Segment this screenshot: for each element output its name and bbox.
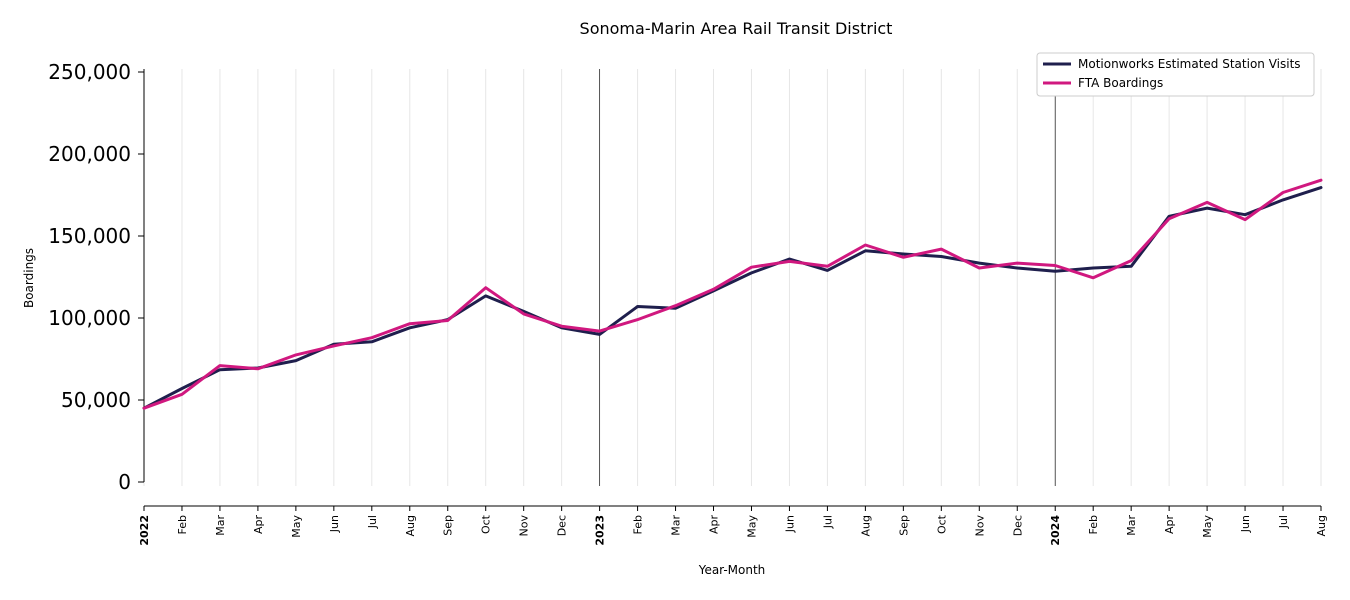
year-marker-lines xyxy=(599,69,1056,486)
y-tick-label: 250,000 xyxy=(48,60,131,84)
y-tick-label: 100,000 xyxy=(48,306,131,330)
x-tick-label: 2023 xyxy=(594,515,607,546)
legend: Motionworks Estimated Station Visits FTA… xyxy=(1036,52,1315,97)
x-tick-label: Apr xyxy=(252,515,265,535)
x-tick-label: Jun xyxy=(783,515,796,533)
x-tick-label: Feb xyxy=(632,515,645,534)
x-tick-label: Aug xyxy=(404,515,417,536)
x-axis-label: Year-Month xyxy=(698,563,766,577)
x-tick-label: Jun xyxy=(328,515,341,533)
x-tick-label: Jul xyxy=(821,515,834,529)
x-tick-label: Dec xyxy=(1011,515,1024,536)
x-tick-label: Apr xyxy=(708,515,721,535)
legend-label-fta-boardings: FTA Boardings xyxy=(1078,76,1163,90)
x-tick-label: Oct xyxy=(480,514,493,534)
y-tick-label: 0 xyxy=(118,470,131,494)
x-tick-label: Oct xyxy=(935,514,948,534)
x-tick-label: May xyxy=(1201,515,1214,538)
y-axis-label: Boardings xyxy=(22,248,36,308)
x-tick-label: Jul xyxy=(366,515,379,529)
x-tick-label: Jul xyxy=(1277,515,1290,529)
x-tick-label: May xyxy=(290,515,303,538)
x-tick-label: Mar xyxy=(1125,515,1138,536)
legend-label-motionworks: Motionworks Estimated Station Visits xyxy=(1078,57,1301,71)
x-tick-label: Nov xyxy=(518,515,531,537)
x-tick-label: Mar xyxy=(670,515,683,536)
x-axis-ticks: 2022 Feb Mar Apr May Jun Jul Aug Sep Oct Nov Dec 202… xyxy=(138,506,1328,546)
x-tick-label: May xyxy=(745,515,758,538)
series-line-motionworks xyxy=(142,186,1323,410)
x-tick-label: Aug xyxy=(1315,515,1328,536)
x-tick-label: Sep xyxy=(442,515,455,536)
y-tick-label: 200,000 xyxy=(48,142,131,166)
legend-box xyxy=(1036,52,1315,97)
series-line-fta-boardings xyxy=(142,178,1323,410)
y-axis-ticks: 0 50,000 100,000 150,000 200,000 250,000 xyxy=(48,60,144,494)
y-tick-label: 50,000 xyxy=(61,388,131,412)
x-tick-label: Aug xyxy=(859,515,872,536)
series-lines xyxy=(142,178,1323,410)
x-tick-label: Dec xyxy=(556,515,569,536)
x-tick-label: 2024 xyxy=(1049,515,1062,546)
x-tick-label: Nov xyxy=(973,515,986,537)
x-tick-label: Feb xyxy=(1087,515,1100,534)
x-tick-label: Mar xyxy=(214,515,227,536)
x-tick-label: 2022 xyxy=(138,515,151,546)
x-tick-label: Sep xyxy=(897,515,910,536)
x-tick-label: Feb xyxy=(176,515,189,534)
x-tick-label: Jun xyxy=(1239,515,1252,533)
x-tick-label: Apr xyxy=(1163,515,1176,535)
y-tick-label: 150,000 xyxy=(48,224,131,248)
chart-title: Sonoma-Marin Area Rail Transit District xyxy=(580,19,893,38)
